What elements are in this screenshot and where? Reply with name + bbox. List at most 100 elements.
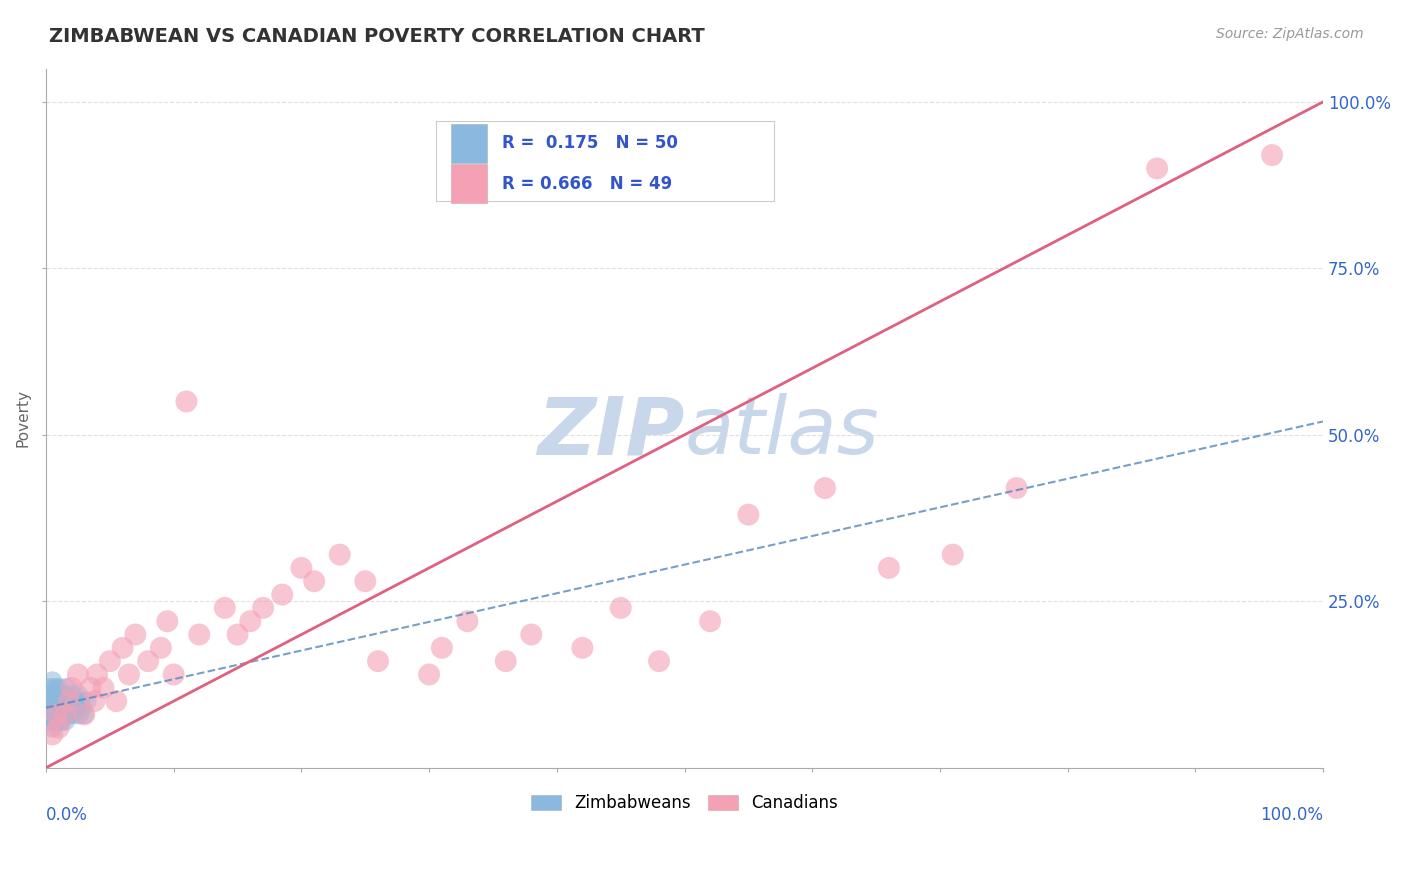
Point [73,707,96,722]
Point [495,654,517,668]
Point [149,640,172,655]
Point [48,681,70,695]
Point [520,627,543,641]
Point [55,707,77,722]
Point [70,700,93,714]
Point [290,561,312,575]
Point [49,688,72,702]
Point [1005,481,1028,495]
Point [45,707,67,722]
Point [53,694,76,708]
Point [699,614,721,628]
Point [79,681,101,695]
Point [39,714,62,728]
Point [49,707,72,722]
Point [1261,148,1284,162]
Point [67,707,90,722]
Point [163,667,186,681]
Point [86,667,108,681]
Point [52,688,75,702]
Point [41,707,63,722]
Text: ZIP: ZIP [537,393,685,471]
Point [877,561,900,575]
Point [52,700,75,714]
Point [46,707,69,722]
Point [93,681,115,695]
Point [45,714,67,728]
Point [66,688,89,702]
Point [648,654,671,668]
Point [942,548,965,562]
Text: 0.0%: 0.0% [46,806,87,824]
Point [214,600,236,615]
Text: 100.0%: 100.0% [1260,806,1323,824]
Point [58,707,80,722]
Point [430,640,453,655]
Point [39,688,62,702]
Point [38,700,60,714]
Point [73,707,96,722]
Y-axis label: Poverty: Poverty [15,389,30,447]
Point [124,627,146,641]
Point [65,694,87,708]
Point [418,667,440,681]
Point [48,714,70,728]
Point [55,681,77,695]
Point [48,700,70,714]
Point [60,681,83,695]
Point [38,681,60,695]
Text: ZIMBABWEAN VS CANADIAN POVERTY CORRELATION CHART: ZIMBABWEAN VS CANADIAN POVERTY CORRELATI… [49,27,704,45]
Point [188,627,211,641]
Point [41,674,63,689]
Point [56,700,79,714]
Point [44,707,66,722]
FancyBboxPatch shape [436,121,773,202]
Point [44,681,66,695]
FancyBboxPatch shape [451,164,486,202]
Point [69,694,91,708]
Point [737,508,759,522]
Point [271,588,294,602]
Text: R = 0.666   N = 49: R = 0.666 N = 49 [502,175,672,193]
Point [53,714,76,728]
Point [66,667,89,681]
Point [44,694,66,708]
Point [367,654,389,668]
Point [76,694,98,708]
Point [45,700,67,714]
Point [41,694,63,708]
Point [51,694,73,708]
Point [42,714,65,728]
Point [41,727,63,741]
Text: atlas: atlas [685,393,879,471]
Point [48,721,70,735]
Point [45,688,67,702]
Legend: Zimbabweans, Canadians: Zimbabweans, Canadians [524,788,845,819]
Point [42,700,65,714]
Point [111,640,134,655]
Text: Source: ZipAtlas.com: Source: ZipAtlas.com [1216,27,1364,41]
Point [609,600,631,615]
Point [83,694,105,708]
Point [239,614,262,628]
Point [38,707,60,722]
Point [60,700,83,714]
Point [176,394,198,409]
Point [53,707,76,722]
Point [52,707,75,722]
Point [156,614,179,628]
Point [456,614,478,628]
Point [329,548,352,562]
Point [571,640,593,655]
Point [46,694,69,708]
Point [51,714,73,728]
Point [63,707,86,722]
Text: R =  0.175   N = 50: R = 0.175 N = 50 [502,135,678,153]
Point [39,700,62,714]
Point [42,688,65,702]
Point [98,654,121,668]
Point [59,694,82,708]
Point [62,688,84,702]
Point [814,481,837,495]
FancyBboxPatch shape [451,124,486,162]
